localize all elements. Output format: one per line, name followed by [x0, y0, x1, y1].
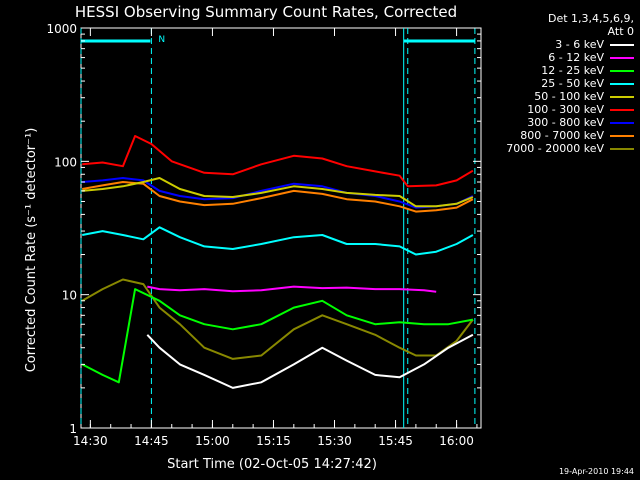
series-line-100-300-kev	[82, 135, 474, 188]
series-line-3-6-kev	[146, 333, 474, 389]
series-line-6-12-kev	[147, 285, 437, 293]
x-axis-label: Start Time (02-Oct-05 14:27:42)	[167, 457, 377, 472]
y-axis-label: Corrected Count Rate (s⁻¹ detector⁻¹)	[24, 128, 39, 373]
x-tick-label: 15:45	[378, 434, 413, 448]
legend-swatch	[610, 121, 634, 124]
legend-entry: 25 - 50 keV	[474, 77, 634, 90]
y-tick-label: 100	[54, 155, 77, 169]
legend-entry: 3 - 6 keV	[474, 38, 634, 51]
legend-entry: 7000 - 20000 keV	[474, 142, 634, 155]
x-tick-label: 14:30	[73, 434, 108, 448]
x-tick-label: 16:00	[439, 434, 474, 448]
x-tick-label: 15:15	[256, 434, 291, 448]
legend-entry-label: 3 - 6 keV	[555, 38, 604, 51]
legend-entry-label: 7000 - 20000 keV	[506, 142, 604, 155]
legend-swatch	[610, 134, 634, 137]
legend-entry-label: 12 - 25 keV	[541, 64, 604, 77]
legend-entry: 800 - 7000 keV	[474, 129, 634, 142]
axis-ticks: 14:30 14:45 15:00 15:15 15:30 15:45 16:00 1 10 10…	[46, 22, 481, 448]
series-line-300-800-kev	[82, 177, 474, 209]
legend-swatch	[610, 82, 634, 85]
legend-swatch	[610, 56, 634, 59]
y-tick-label: 1000	[46, 22, 77, 36]
x-tick-label: 15:00	[195, 434, 230, 448]
legend-entry: 6 - 12 keV	[474, 51, 634, 64]
legend-swatch	[610, 95, 634, 98]
legend-entries: 3 - 6 keV 6 - 12 keV 12 - 25 keV 25 - 50 ke…	[474, 38, 634, 155]
series-line-12-25-kev	[81, 288, 474, 384]
legend-header-line-2: Att 0	[607, 25, 634, 38]
legend-header-line-1: Det 1,3,4,5,6,9,	[547, 12, 634, 25]
y-tick-label: 10	[62, 289, 77, 303]
x-tick-label: 15:30	[317, 434, 352, 448]
time-markers: N	[80, 28, 476, 428]
night-label: N	[158, 35, 165, 45]
legend-entry-label: 25 - 50 keV	[541, 77, 604, 90]
x-tick-label: 14:45	[134, 434, 169, 448]
generation-timestamp: 19-Apr-2010 19:44	[558, 467, 634, 476]
legend-entry: 50 - 100 keV	[474, 90, 634, 103]
legend-entry: 12 - 25 keV	[474, 64, 634, 77]
series-line-25-50-kev	[82, 226, 474, 256]
legend-swatch	[610, 69, 634, 72]
legend: Det 1,3,4,5,6,9, Att 0 3 - 6 keV 6 - 12 k…	[474, 12, 634, 155]
legend-swatch	[610, 147, 634, 150]
legend-entry-label: 6 - 12 keV	[548, 51, 604, 64]
legend-entry: 300 - 800 keV	[474, 116, 634, 129]
series-layer	[81, 135, 474, 389]
legend-entry-label: 300 - 800 keV	[527, 116, 604, 129]
y-tick-label: 1	[69, 422, 77, 436]
legend-entry-label: 800 - 7000 keV	[520, 129, 604, 142]
legend-swatch	[610, 108, 634, 111]
legend-entry-label: 100 - 300 keV	[527, 103, 604, 116]
legend-entry-label: 50 - 100 keV	[534, 90, 604, 103]
series-line-50-100-kev	[82, 177, 474, 208]
chart-title: HESSI Observing Summary Count Rates, Cor…	[75, 3, 457, 21]
series-line-7000-20000-kev	[81, 278, 474, 360]
legend-entry: 100 - 300 keV	[474, 103, 634, 116]
legend-swatch	[610, 43, 634, 46]
